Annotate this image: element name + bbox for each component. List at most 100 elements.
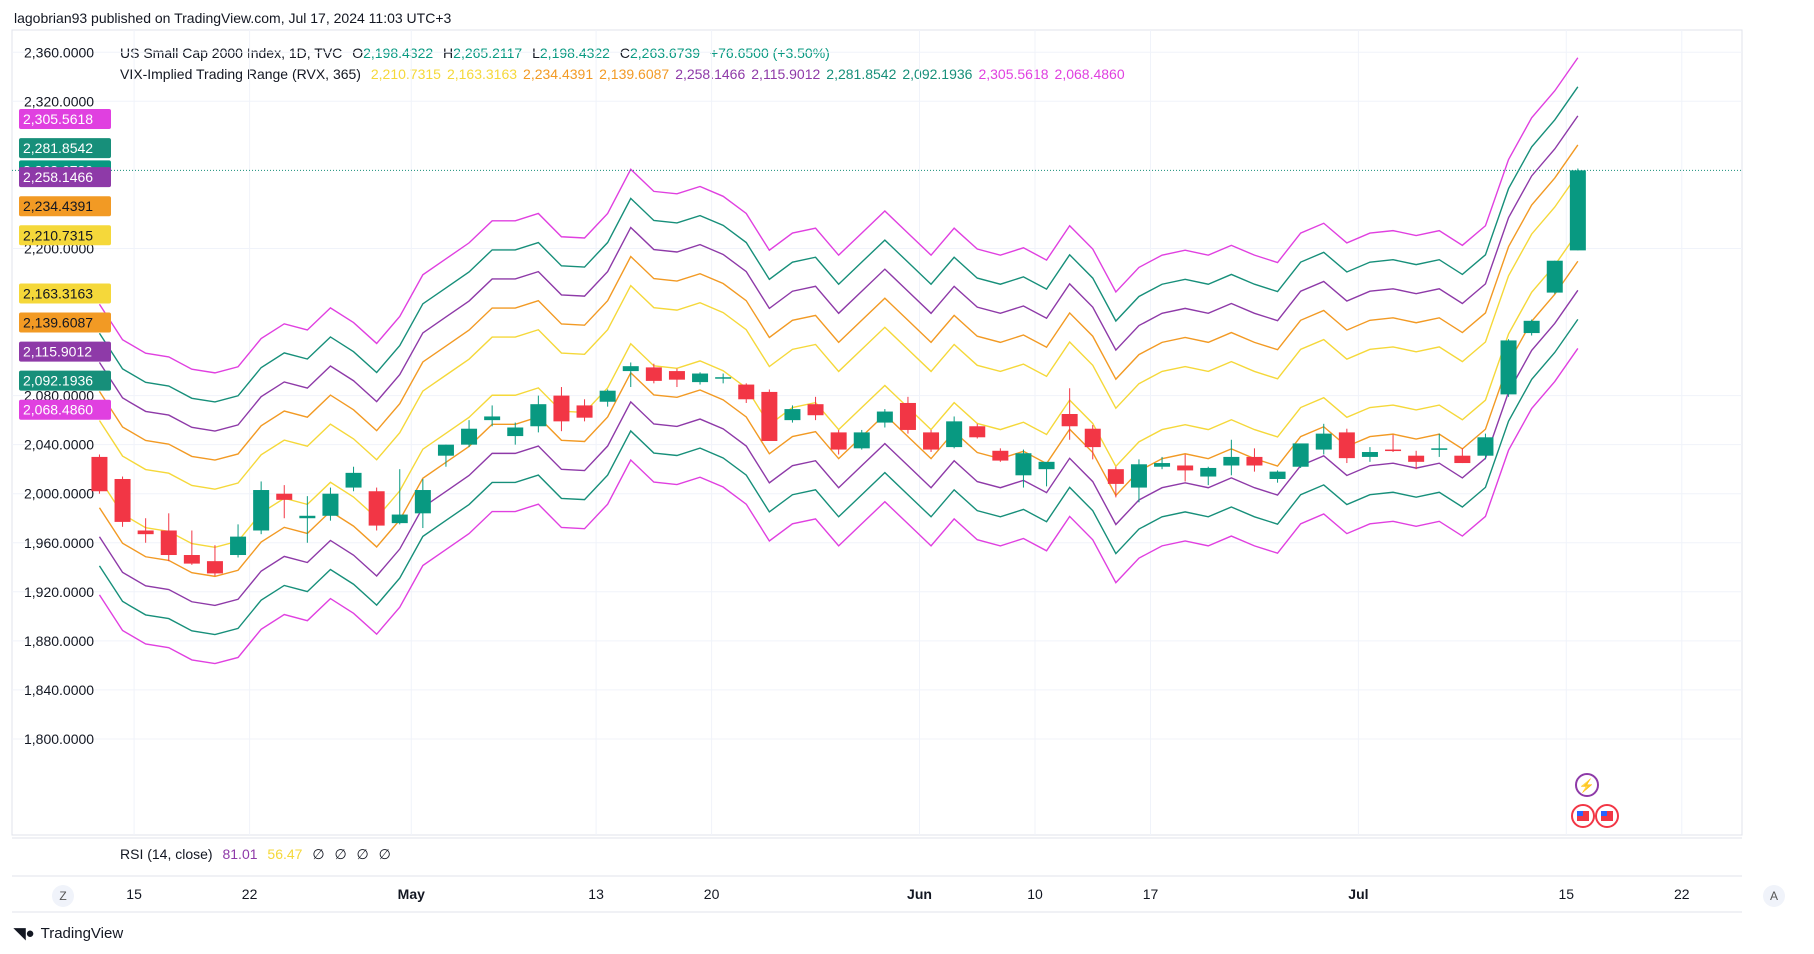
svg-text:2,305.5618: 2,305.5618 [23,111,93,127]
candle-body [715,377,732,379]
price-tag: 2,234.4391 [19,196,111,217]
candle-body [206,561,223,574]
candle-body [1177,465,1194,471]
candle-body [368,491,385,526]
price-tag: 2,115.9012 [19,341,111,362]
price-tag: 2,281.8542 [19,138,111,159]
svg-text:2,068.4860: 2,068.4860 [23,402,93,418]
y-tick-label: 1,800.0000 [24,731,94,747]
candle-body [322,493,339,516]
candle-body [507,427,524,437]
y-tick-label: 2,000.0000 [24,486,94,502]
candle-body [1477,437,1494,456]
candle-body [299,515,316,519]
x-tick-label: May [398,886,425,902]
indicator-value: 2,068.4860 [1054,66,1125,82]
candle-body [599,390,616,402]
candle-body [414,490,431,514]
candle-body [1246,456,1263,466]
y-tick-label: 2,080.0000 [24,388,94,404]
band-pink_up [98,57,1579,374]
candle-body [437,444,454,456]
band-yellow_up [98,173,1579,490]
indicator-value: 2,305.5618 [978,66,1049,82]
rsi-empty-2: ∅ [334,846,347,862]
candle-body [530,404,547,427]
auto-scale-button[interactable]: A [1763,885,1785,907]
tradingview-footer: ◥● TradingView [14,924,123,943]
candle-body [114,478,131,522]
band-purple_up [98,115,1579,432]
indicator-value: 2,210.7315 [370,66,441,82]
candle-body [1292,443,1309,467]
band-teal_up [98,86,1579,403]
zoom-reset-button[interactable]: Z [52,885,74,907]
candle-body [391,514,408,524]
price-change: +76.6500 (+3.50%) [709,45,830,61]
candle-body [876,411,893,423]
candle-body [1107,469,1124,484]
ohlc-low: L2,198.4322 [532,45,610,61]
indicator-value: 2,139.6087 [599,66,670,82]
candle-body [830,432,847,450]
rsi-value-2: 56.47 [267,846,303,862]
candle-body [668,371,685,380]
band-yellow_dn [98,231,1579,549]
candle-body [484,416,501,421]
x-tick-label: 10 [1027,886,1043,902]
price-tag: 2,258.1466 [19,167,111,188]
rsi-label[interactable]: RSI (14, close) [120,846,213,862]
plot-frame [11,29,1743,836]
candle-body [1408,455,1425,462]
ohlc-open: O2,198.4322 [352,45,434,61]
band-purple_dn [98,289,1579,607]
indicator-legend: VIX-Implied Trading Range (RVX, 365) 2,2… [120,66,1137,82]
svg-text:2,210.7315: 2,210.7315 [23,227,93,243]
candle-body [622,366,639,372]
candle-body [345,472,362,488]
candle-body [1269,471,1286,479]
candle-body [645,367,662,381]
x-tick-label: 15 [126,886,142,902]
y-tick-label: 1,880.0000 [24,633,94,649]
rsi-empty-3: ∅ [356,846,369,862]
candle-body [1130,464,1147,488]
indicator-value: 2,281.8542 [826,66,897,82]
x-tick-label: 22 [242,886,258,902]
candle-body [807,404,824,416]
ohlc-high: H2,265.2117 [443,45,523,61]
us-flag-icon [1601,811,1607,816]
candle-body [1546,260,1563,293]
band-orange_dn [98,260,1579,578]
symbol-name[interactable]: US Small Cap 2000 Index, 1D, TVC [120,45,343,61]
svg-text:2,234.4391: 2,234.4391 [23,198,93,214]
candle-body [946,421,963,448]
candle-body [1338,432,1355,459]
candle-body [1015,453,1032,476]
candle-body [761,391,778,441]
candle-body [1315,433,1332,450]
band-orange_up [98,144,1579,461]
candle-body [899,402,916,430]
x-tick-label: 22 [1674,886,1690,902]
price-tag: 2,068.4860 [19,399,111,420]
rsi-empty-1: ∅ [312,846,325,862]
candle-body [461,428,478,445]
candle-body [276,493,293,500]
ohlc-close: C2,263.6739 [619,45,701,61]
price-tag: 2,210.7315 [19,225,111,246]
svg-text:2,258.1466: 2,258.1466 [23,169,93,185]
band-teal_dn [98,318,1579,636]
y-tick-label: 2,360.0000 [24,44,94,60]
indicator-value: 2,258.1466 [675,66,746,82]
publisher-header: lagobrian93 published on TradingView.com… [14,10,452,26]
price-tag: 2,092.1936 [19,370,111,391]
indicator-name[interactable]: VIX-Implied Trading Range (RVX, 365) [120,66,361,82]
rsi-value-1: 81.01 [222,846,258,862]
price-tag: 2,163.3163 [19,283,111,304]
candle-body [1084,428,1101,448]
candle-body [1223,456,1240,466]
x-tick-label: Jul [1348,886,1368,902]
svg-text:2,139.6087: 2,139.6087 [23,315,93,331]
